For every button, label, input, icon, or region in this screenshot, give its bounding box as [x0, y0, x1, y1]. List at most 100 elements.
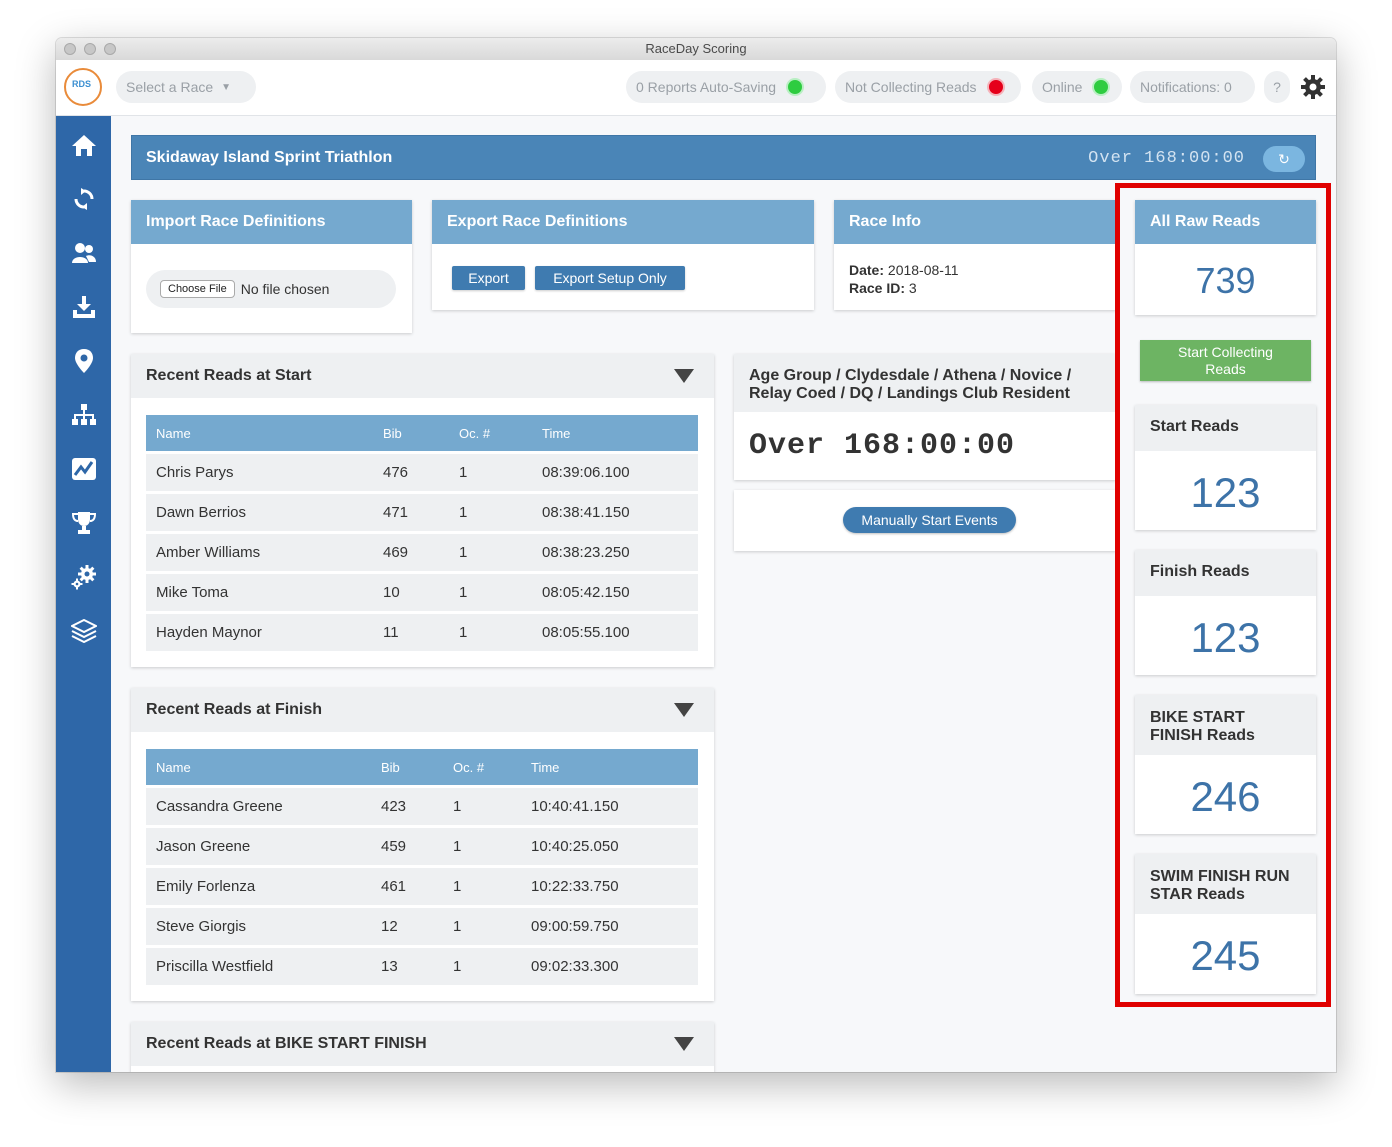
notifications-label: Notifications: 0: [1140, 79, 1232, 95]
collapse-triangle-icon[interactable]: [674, 1037, 694, 1051]
column-header-time: Time: [532, 415, 698, 451]
race-clock: Over 168:00:00: [1088, 149, 1245, 168]
finish-reads-card: Finish Reads 123: [1135, 550, 1316, 675]
table-row: Jason Greene 459 1 10:40:25.050: [146, 828, 698, 865]
finish-card-title: Recent Reads at Finish: [131, 688, 714, 732]
cell-time: 08:05:42.150: [532, 574, 698, 611]
help-label: ?: [1273, 79, 1281, 95]
home-icon[interactable]: [56, 128, 111, 162]
race-id-label: Race ID:: [849, 280, 906, 296]
table-row: Amber Williams 469 1 08:38:23.250: [146, 534, 698, 571]
cell-name: Chris Parys: [146, 454, 373, 491]
start-reads-card: Start Reads 123: [1135, 405, 1316, 530]
all-raw-reads-count: 739: [1195, 260, 1256, 301]
app-logo: RDS: [64, 68, 102, 106]
race-select[interactable]: Select a Race ▼: [116, 71, 256, 103]
cell-oc: 1: [443, 788, 521, 825]
file-picker[interactable]: Choose File No file chosen: [146, 270, 396, 308]
cell-oc: 1: [449, 614, 532, 651]
date-label: Date:: [849, 262, 885, 278]
chart-icon[interactable]: [56, 452, 111, 486]
race-name: Skidaway Island Sprint Triathlon: [146, 149, 393, 166]
auto-saving-label: 0 Reports Auto-Saving: [636, 79, 777, 95]
title-bar: RaceDay Scoring: [56, 38, 1336, 61]
close-window-button[interactable]: [64, 43, 76, 55]
app-window: RaceDay Scoring RDS Select a Race ▼ 0 Re…: [56, 38, 1336, 1072]
refresh-button[interactable]: ↻: [1263, 146, 1305, 172]
finish-reads-table: Name Bib Oc. # Time Cassandra Greene 423 1…: [146, 746, 698, 988]
cell-name: Jason Greene: [146, 828, 371, 865]
sidebar: [56, 116, 111, 1072]
layers-icon[interactable]: [56, 614, 111, 648]
table-row: Emily Forlenza 461 1 10:22:33.750: [146, 868, 698, 905]
cell-oc: 1: [443, 948, 521, 985]
table-row: Mike Toma 10 1 08:05:42.150: [146, 574, 698, 611]
finish-reads-title: Finish Reads: [1135, 550, 1316, 596]
cell-bib: 476: [373, 454, 449, 491]
cell-time: 08:38:41.150: [532, 494, 698, 531]
table-row: Priscilla Westfield 13 1 09:02:33.300: [146, 948, 698, 985]
bike-reads-title: BIKE START FINISH Reads: [1135, 695, 1316, 755]
top-bar: RDS Select a Race ▼ 0 Reports Auto-Savin…: [56, 60, 1336, 116]
manually-start-events-button[interactable]: Manually Start Events: [843, 507, 1016, 533]
cell-oc: 1: [449, 454, 532, 491]
help-button[interactable]: ?: [1264, 71, 1290, 103]
online-status: Online: [1032, 71, 1122, 103]
cell-bib: 459: [371, 828, 443, 865]
race-id: 3: [908, 280, 917, 296]
notifications-button[interactable]: Notifications: 0: [1130, 71, 1255, 103]
zoom-window-button[interactable]: [104, 43, 116, 55]
import-card-title: Import Race Definitions: [131, 200, 412, 244]
race-info-details: Date: 2018-08-11 Race ID: 3: [849, 261, 958, 297]
cell-time: 09:02:33.300: [521, 948, 698, 985]
settings-cogs-icon[interactable]: [56, 560, 111, 594]
export-button[interactable]: Export: [452, 266, 525, 290]
caret-down-icon: ▼: [221, 81, 232, 93]
race-select-label: Select a Race: [126, 79, 214, 95]
bike-card-title: Recent Reads at BIKE START FINISH: [131, 1022, 714, 1066]
cell-name: Amber Williams: [146, 534, 373, 571]
table-row: Chris Parys 476 1 08:39:06.100: [146, 454, 698, 491]
collapse-triangle-icon[interactable]: [674, 369, 694, 383]
cell-time: 10:40:41.150: [521, 788, 698, 825]
cell-bib: 12: [371, 908, 443, 945]
collecting-label: Not Collecting Reads: [845, 79, 977, 95]
cell-oc: 1: [449, 494, 532, 531]
cell-time: 10:22:33.750: [521, 868, 698, 905]
sync-icon[interactable]: [56, 182, 111, 216]
race-date: 2018-08-11: [887, 262, 959, 278]
users-icon[interactable]: [56, 236, 111, 270]
start-collecting-reads-button[interactable]: Start Collecting Reads: [1140, 340, 1311, 381]
status-green-dot-icon: [786, 78, 805, 96]
choose-file-button[interactable]: Choose File: [160, 280, 235, 298]
settings-gear-icon[interactable]: [1299, 73, 1327, 101]
cell-bib: 13: [371, 948, 443, 985]
hierarchy-icon[interactable]: [56, 398, 111, 432]
race-info-title: Race Info: [834, 200, 1116, 244]
cell-oc: 1: [443, 868, 521, 905]
collecting-status: Not Collecting Reads: [835, 71, 1021, 103]
export-setup-only-button[interactable]: Export Setup Only: [535, 266, 685, 290]
start-card-title: Recent Reads at Start: [131, 354, 714, 398]
minimize-window-button[interactable]: [84, 43, 96, 55]
auto-saving-status: 0 Reports Auto-Saving: [626, 71, 826, 103]
race-banner: Skidaway Island Sprint Triathlon Over 16…: [131, 135, 1316, 180]
cell-oc: 1: [443, 908, 521, 945]
cell-name: Steve Giorgis: [146, 908, 371, 945]
cell-bib: 11: [373, 614, 449, 651]
table-row: Dawn Berrios 471 1 08:38:41.150: [146, 494, 698, 531]
table-header-row: Name Bib Oc. # Time: [146, 415, 698, 451]
collapse-triangle-icon[interactable]: [674, 703, 694, 717]
swim-reads-card: SWIM FINISH RUN STAR Reads 245: [1135, 854, 1316, 994]
online-green-dot-icon: [1092, 78, 1111, 96]
trophy-icon[interactable]: [56, 506, 111, 540]
export-race-definitions-card: Export Race Definitions Export Export Se…: [432, 200, 814, 310]
column-header-time: Time: [521, 749, 698, 785]
recent-reads-finish-card: Recent Reads at Finish Name Bib Oc. # Ti…: [131, 688, 714, 1001]
recent-reads-start-card: Recent Reads at Start Name Bib Oc. # Tim…: [131, 354, 714, 667]
cell-name: Priscilla Westfield: [146, 948, 371, 985]
bike-reads-count: 246: [1190, 773, 1261, 820]
location-pin-icon[interactable]: [56, 344, 111, 378]
table-row: Steve Giorgis 12 1 09:00:59.750: [146, 908, 698, 945]
download-icon[interactable]: [56, 290, 111, 324]
